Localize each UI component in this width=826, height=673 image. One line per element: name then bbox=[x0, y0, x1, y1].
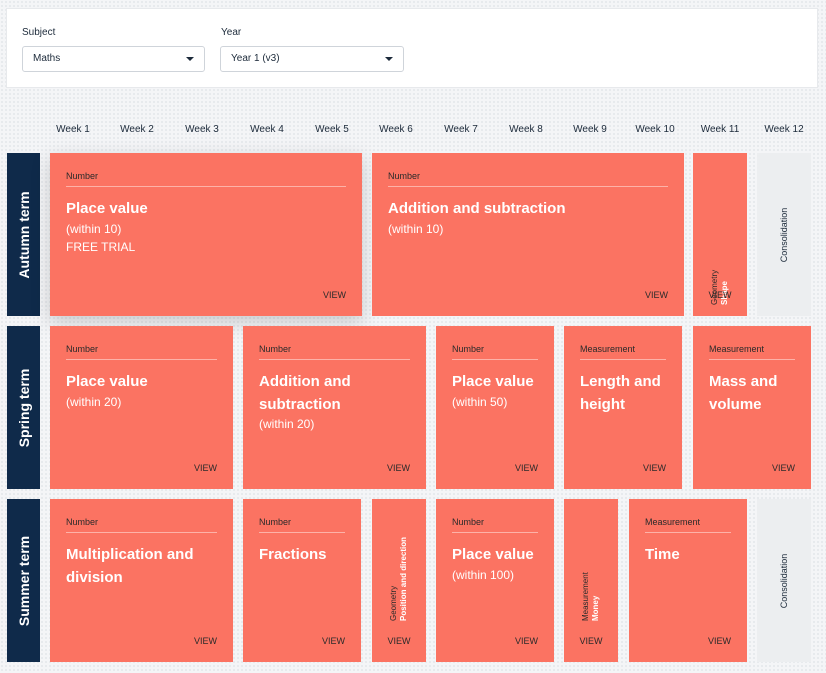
subject-select-value: Maths bbox=[33, 53, 61, 64]
block-title: Addition and subtraction bbox=[388, 200, 566, 217]
view-link[interactable]: VIEW bbox=[707, 636, 731, 646]
view-link[interactable]: VIEW bbox=[387, 636, 411, 646]
block-title: Place value bbox=[66, 200, 148, 217]
block-subtitle: (within 10) bbox=[388, 222, 444, 236]
block-geometry-shape[interactable]: Geometry Shape VIEW bbox=[693, 153, 747, 316]
year-select[interactable]: Year 1 (v3) bbox=[220, 46, 404, 72]
week-header: Week 11 bbox=[700, 124, 740, 135]
block-subtitle: (within 100) bbox=[452, 568, 515, 582]
block-multiplication-division[interactable]: Number Multiplication and division VIEW bbox=[50, 499, 233, 662]
chevron-down-icon bbox=[186, 57, 194, 61]
block-subtitle: (within 10) bbox=[66, 222, 122, 236]
block-place-value-within-100[interactable]: Number Place value (within 100) VIEW bbox=[436, 499, 554, 662]
week-header: Week 2 bbox=[120, 124, 154, 135]
block-subtitle: (within 50) bbox=[452, 395, 508, 409]
block-subtitle: (within 20) bbox=[259, 417, 315, 431]
block-title: Fractions bbox=[259, 546, 327, 563]
block-vertical-label: Geometry Position and direction bbox=[384, 517, 414, 621]
view-link[interactable]: VIEW bbox=[386, 463, 410, 473]
block-title: Multiplication and division bbox=[66, 546, 194, 586]
block-vertical-label: Measurement Money bbox=[576, 517, 606, 621]
chevron-down-icon bbox=[385, 57, 393, 61]
block-title: Addition and subtraction bbox=[259, 373, 351, 413]
block-money[interactable]: Measurement Money VIEW bbox=[564, 499, 618, 662]
block-consolidation-autumn[interactable]: Consolidation bbox=[757, 153, 811, 316]
view-link[interactable]: VIEW bbox=[514, 636, 538, 646]
block-category: Number bbox=[259, 517, 345, 533]
block-addition-subtraction-within-20[interactable]: Number Addition and subtraction (within … bbox=[243, 326, 426, 489]
week-header: Week 4 bbox=[250, 124, 284, 135]
block-category: Number bbox=[452, 344, 538, 360]
consolidation-label: Consolidation bbox=[779, 207, 789, 262]
block-category: Measurement bbox=[645, 517, 731, 533]
week-header: Week 3 bbox=[185, 124, 219, 135]
block-category: Measurement bbox=[580, 344, 666, 360]
subject-select[interactable]: Maths bbox=[22, 46, 205, 72]
filter-panel: Subject Maths Year Year 1 (v3) bbox=[6, 8, 818, 88]
block-title: Place value bbox=[66, 373, 148, 390]
view-link[interactable]: VIEW bbox=[771, 463, 795, 473]
block-category: Number bbox=[66, 517, 217, 533]
view-link[interactable]: VIEW bbox=[514, 463, 538, 473]
block-time[interactable]: Measurement Time VIEW bbox=[629, 499, 747, 662]
week-header-row: Week 1 Week 2 Week 3 Week 4 Week 5 Week … bbox=[0, 124, 826, 138]
term-label-autumn: Autumn term bbox=[7, 153, 40, 316]
block-title: Position and direction bbox=[399, 536, 408, 621]
block-mass-and-volume[interactable]: Measurement Mass and volume VIEW bbox=[693, 326, 811, 489]
view-link[interactable]: VIEW bbox=[193, 636, 217, 646]
week-header: Week 5 bbox=[315, 124, 349, 135]
subject-label: Subject bbox=[22, 27, 56, 38]
block-category: Number bbox=[66, 171, 346, 187]
block-category: Number bbox=[259, 344, 410, 360]
block-place-value-within-50[interactable]: Number Place value (within 50) VIEW bbox=[436, 326, 554, 489]
block-category: Geometry bbox=[389, 585, 398, 621]
block-title: Money bbox=[591, 595, 600, 621]
block-place-value-within-20[interactable]: Number Place value (within 20) VIEW bbox=[50, 326, 233, 489]
year-label: Year bbox=[221, 27, 242, 38]
block-category: Measurement bbox=[581, 572, 590, 621]
view-link[interactable]: VIEW bbox=[644, 290, 668, 300]
view-link[interactable]: VIEW bbox=[579, 636, 603, 646]
block-addition-subtraction-within-10[interactable]: Number Addition and subtraction (within … bbox=[372, 153, 684, 316]
view-link[interactable]: VIEW bbox=[193, 463, 217, 473]
block-position-and-direction[interactable]: Geometry Position and direction VIEW bbox=[372, 499, 426, 662]
week-header: Week 9 bbox=[573, 124, 607, 135]
view-link[interactable]: VIEW bbox=[321, 636, 345, 646]
consolidation-label: Consolidation bbox=[779, 553, 789, 608]
block-subtitle: (within 20) bbox=[66, 395, 122, 409]
view-link[interactable]: VIEW bbox=[322, 290, 346, 300]
block-title: Length and height bbox=[580, 373, 661, 413]
block-place-value-within-10[interactable]: Number Place value (within 10) FREE TRIA… bbox=[50, 153, 362, 316]
week-header: Week 6 bbox=[379, 124, 413, 135]
term-label-summer: Summer term bbox=[7, 499, 40, 662]
week-header: Week 10 bbox=[635, 124, 675, 135]
block-title: Place value bbox=[452, 546, 534, 563]
year-select-value: Year 1 (v3) bbox=[231, 53, 280, 64]
block-consolidation-summer[interactable]: Consolidation bbox=[757, 499, 811, 662]
block-category: Measurement bbox=[709, 344, 795, 360]
week-header: Week 7 bbox=[444, 124, 478, 135]
view-link[interactable]: VIEW bbox=[708, 290, 732, 300]
free-trial-badge: FREE TRIAL bbox=[66, 240, 136, 254]
block-title: Time bbox=[645, 546, 680, 563]
week-header: Week 1 bbox=[56, 124, 90, 135]
week-header: Week 12 bbox=[764, 124, 804, 135]
block-length-and-height[interactable]: Measurement Length and height VIEW bbox=[564, 326, 682, 489]
block-category: Number bbox=[452, 517, 538, 533]
block-category: Number bbox=[66, 344, 217, 360]
view-link[interactable]: VIEW bbox=[642, 463, 666, 473]
block-category: Number bbox=[388, 171, 668, 187]
block-fractions[interactable]: Number Fractions VIEW bbox=[243, 499, 361, 662]
week-header: Week 8 bbox=[509, 124, 543, 135]
block-title: Mass and volume bbox=[709, 373, 778, 413]
block-title: Place value bbox=[452, 373, 534, 390]
term-label-spring: Spring term bbox=[7, 326, 40, 489]
